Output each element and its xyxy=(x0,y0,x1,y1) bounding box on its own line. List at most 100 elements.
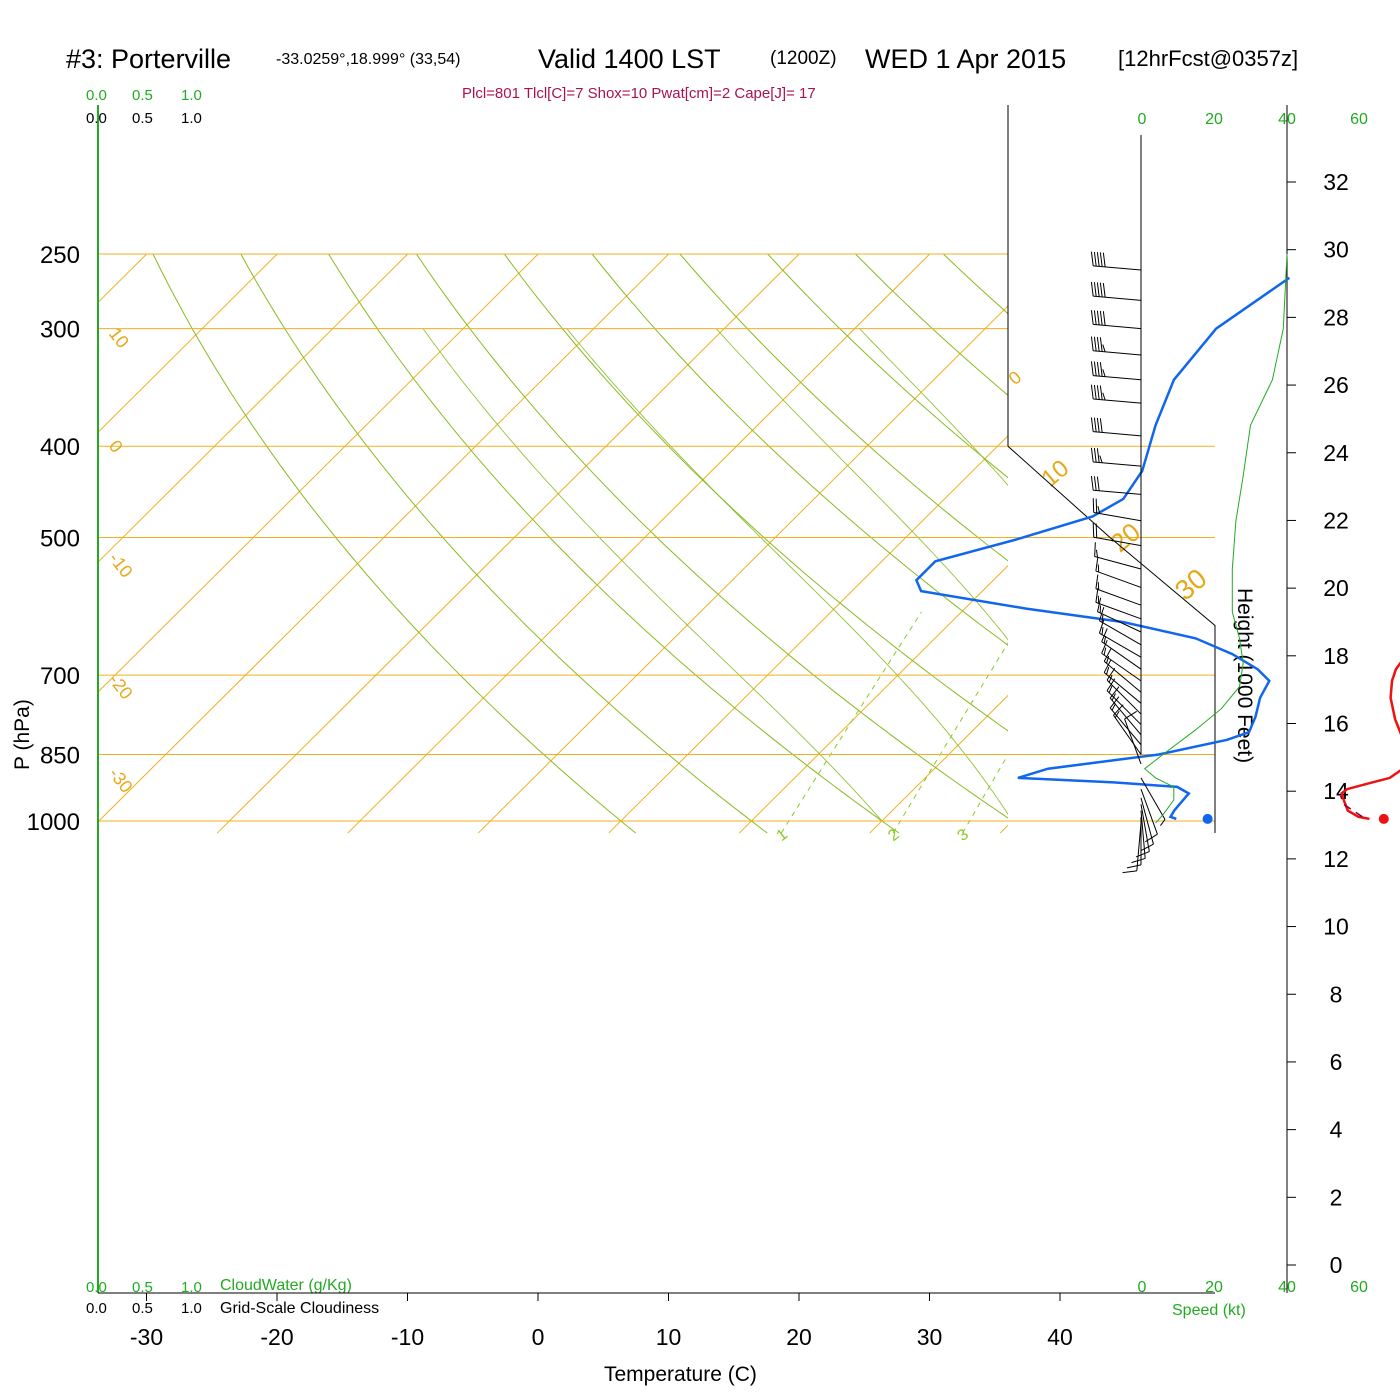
wind-barb-flag xyxy=(1090,447,1094,463)
wind-barb-flag xyxy=(1090,361,1094,376)
wind-barb-staff xyxy=(1093,323,1142,330)
wind-barb xyxy=(1106,678,1142,725)
temperature-tick-label: -30 xyxy=(130,1324,163,1350)
dry-adiabat-line xyxy=(1383,254,1400,833)
height-tick-label: 20 xyxy=(1323,575,1349,601)
wind-barb-staff xyxy=(1124,718,1142,765)
wind-barb-flag xyxy=(1096,310,1100,325)
wind-barb-staff xyxy=(1093,461,1142,467)
wind-barb-flag xyxy=(1096,385,1100,400)
pressure-tick-label: 250 xyxy=(40,242,80,269)
wind-barb-flag xyxy=(1090,281,1094,297)
isotherm-label: 0 xyxy=(105,436,127,456)
parcel-trace xyxy=(1339,795,1363,818)
wind-barb-staff xyxy=(1093,536,1142,547)
wind-barb-flag xyxy=(1093,282,1097,297)
wind-panel xyxy=(1090,135,1288,874)
cloudiness-tick: 1.0 xyxy=(181,110,202,127)
isotherm-line xyxy=(608,435,1008,834)
wind-barb-flag xyxy=(1126,864,1142,869)
wind-barb-flag xyxy=(1095,498,1098,513)
wind-barb-flag xyxy=(1090,417,1094,432)
dry-adiabat-line xyxy=(591,253,1008,646)
isotherm-label: 10 xyxy=(105,324,133,352)
wind-barb-staff xyxy=(1099,632,1142,658)
wind-barb-flag xyxy=(1101,628,1108,642)
cloudiness-tick: 0.5 xyxy=(132,110,153,127)
wind-barb-flag xyxy=(1109,686,1120,699)
wind-barb-staff xyxy=(1097,611,1142,633)
wind-barb xyxy=(1095,588,1142,620)
wind-barb-half-flag xyxy=(1101,627,1104,635)
temperature-tick-label: 40 xyxy=(1047,1324,1073,1350)
station-coords: -33.0259°,18.999° (33,54) xyxy=(276,51,460,68)
isotherm-line xyxy=(1392,254,1400,833)
dry-adiabat-line xyxy=(1295,254,1400,833)
wind-barb-flag xyxy=(1099,252,1103,267)
dry-adiabat-line xyxy=(943,253,1008,315)
wind-barb-flag xyxy=(1090,475,1094,491)
wind-barb-flag xyxy=(1099,385,1103,400)
isotherm-line xyxy=(216,253,800,834)
wind-barb-staff xyxy=(1093,511,1142,522)
wind-barb xyxy=(1106,667,1142,715)
cloud-water-tick: 0.5 xyxy=(132,87,153,104)
wind-barb-staff xyxy=(1101,641,1142,670)
wind-barb-half-flag xyxy=(1102,369,1106,377)
wind-barb-staff xyxy=(1136,822,1142,871)
wind-barb-half-flag xyxy=(1106,666,1110,675)
mixing-ratio-label: 1 xyxy=(774,826,792,845)
wind-barb-flag xyxy=(1095,523,1098,538)
wind-barb-staff xyxy=(1093,489,1142,495)
sounding-indices: Plcl=801 Tlcl[C]=7 Shox=10 Pwat[cm]=2 Ca… xyxy=(462,85,816,102)
wind-barb-flag xyxy=(1103,659,1112,673)
wind-barb-flag xyxy=(1113,704,1124,716)
wind-barb-flag xyxy=(1099,282,1103,298)
wind-barb xyxy=(1095,574,1142,606)
background-grid: 123581220 xyxy=(98,253,1400,845)
cloud-water-tick: 1.0 xyxy=(181,1279,202,1296)
wind-barb-flag xyxy=(1096,252,1100,267)
wind-barb-flag xyxy=(1096,337,1100,352)
wind-barb xyxy=(1109,686,1142,736)
wind-barb-flag xyxy=(1099,362,1103,377)
speed-tick: 20 xyxy=(1205,1279,1223,1296)
wind-barb-flag xyxy=(1140,843,1154,852)
isotherm-label: -10 xyxy=(105,549,137,582)
isotherm-label: 10 xyxy=(1037,455,1075,493)
height-tick-label: 0 xyxy=(1330,1252,1343,1278)
wind-barb-half-flag xyxy=(1114,710,1120,718)
wind-barb xyxy=(1097,597,1142,633)
dry-adiabat-line xyxy=(1119,254,1400,833)
dry-adiabat-line xyxy=(328,253,900,834)
wind-barb xyxy=(1140,797,1154,852)
wind-barb-staff xyxy=(1093,398,1142,404)
wind-barb-flag xyxy=(1093,417,1097,433)
wind-barb-flag xyxy=(1093,447,1097,463)
height-tick-label: 30 xyxy=(1323,237,1349,263)
isotherm-line xyxy=(98,253,409,563)
mixing-ratio-line xyxy=(1054,612,1179,833)
dry-adiabat-line xyxy=(503,253,1008,732)
speed-tick: 20 xyxy=(1205,111,1223,128)
wind-barb xyxy=(1103,659,1142,704)
wind-barb xyxy=(1109,696,1142,746)
isotherm-line xyxy=(98,253,539,693)
wind-barb xyxy=(1092,522,1142,547)
wind-barb-staff xyxy=(1094,556,1142,570)
wind-barb-half-flag xyxy=(1103,635,1107,644)
wind-barb-flag xyxy=(1096,448,1100,463)
wind-barb-half-flag xyxy=(1111,703,1116,711)
isotherm-line xyxy=(869,694,1008,834)
wind-barb xyxy=(1113,704,1142,755)
temperature-tick-label: 30 xyxy=(917,1324,943,1350)
speed-tick: 60 xyxy=(1350,1279,1368,1296)
moist-adiabat-line xyxy=(715,328,1008,641)
wind-barb-flag xyxy=(1096,361,1100,377)
cloud-water-label: CloudWater (g/Kg) xyxy=(220,1277,352,1294)
mixing-ratio-line xyxy=(892,642,1008,834)
pressure-tick-label: 500 xyxy=(40,525,80,552)
pressure-tick-label: 400 xyxy=(40,434,80,461)
wind-barb-flag xyxy=(1131,857,1146,864)
